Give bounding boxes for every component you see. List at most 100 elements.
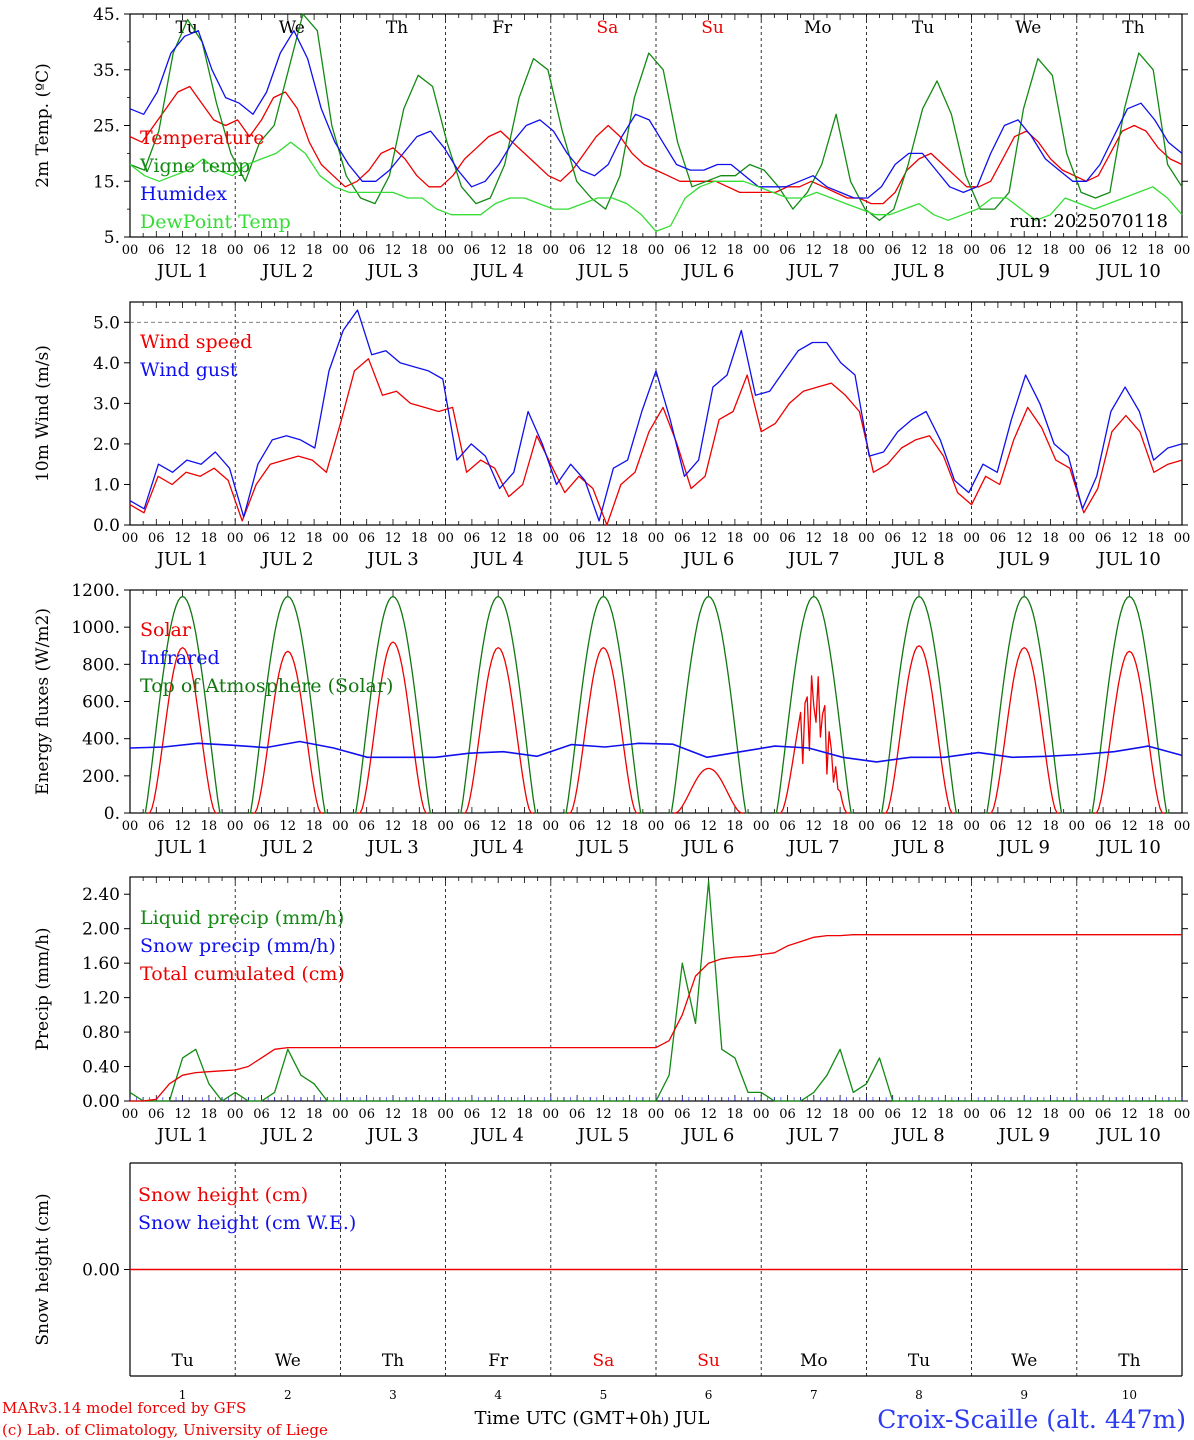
day-number-label: 6 <box>705 1388 713 1402</box>
x-tick-label: 18 <box>1042 819 1059 834</box>
x-tick-label: 18 <box>621 1107 638 1122</box>
day-label: JUL 3 <box>365 549 419 570</box>
x-tick-label: 12 <box>1016 819 1033 834</box>
y-tick-label: 35. <box>93 61 120 81</box>
day-label: JUL 3 <box>365 1125 419 1146</box>
x-tick-label: 06 <box>148 243 165 258</box>
day-number-label: 8 <box>915 1388 923 1402</box>
x-tick-label: 06 <box>569 1107 586 1122</box>
x-tick-label: 12 <box>806 243 823 258</box>
y-tick-label: 2.0 <box>93 435 120 455</box>
x-tick-label: 00 <box>648 531 665 546</box>
solar-curve <box>252 650 323 814</box>
day-number-label: 1 <box>179 1388 187 1402</box>
y-tick-label: 2.40 <box>82 885 120 905</box>
day-label: JUL 1 <box>155 261 209 282</box>
weekday-label: Tu <box>908 1351 930 1371</box>
day-label: JUL 6 <box>681 837 735 858</box>
x-tick-label: 06 <box>990 243 1007 258</box>
legend-entry: Snow height (cm) <box>138 1184 308 1206</box>
x-tick-label: 00 <box>332 243 349 258</box>
x-tick-label: 18 <box>306 819 323 834</box>
day-label: JUL 1 <box>155 837 209 858</box>
x-tick-label: 18 <box>1042 531 1059 546</box>
day-label: JUL 1 <box>155 1125 209 1146</box>
temp-series-line <box>129 30 1183 199</box>
day-label: JUL 7 <box>786 261 840 282</box>
x-tick-label: 00 <box>753 819 770 834</box>
weekday-label: Th <box>382 1351 404 1371</box>
x-tick-label: 12 <box>911 531 928 546</box>
x-tick-label: 00 <box>332 531 349 546</box>
x-tick-label: 00 <box>122 531 139 546</box>
day-label: JUL 8 <box>891 549 945 570</box>
solar-curve <box>883 645 955 814</box>
x-tick-label: 00 <box>122 819 139 834</box>
weekday-label: Sa <box>597 18 619 38</box>
x-tick-label: 06 <box>464 243 481 258</box>
x-tick-label: 12 <box>280 531 297 546</box>
day-label: JUL 8 <box>891 261 945 282</box>
day-number-label: 4 <box>494 1388 502 1402</box>
day-number-label: 7 <box>810 1388 818 1402</box>
day-label: JUL 10 <box>1096 549 1161 570</box>
x-tick-label: 18 <box>516 531 533 546</box>
toa-solar-curve <box>458 595 538 814</box>
solar-curve <box>778 675 849 814</box>
toa-solar-curve <box>564 595 643 814</box>
run-label: run: 2025070118 <box>1010 211 1168 232</box>
x-tick-label: 12 <box>911 819 928 834</box>
x-tick-label: 00 <box>122 243 139 258</box>
x-tick-label: 18 <box>411 819 428 834</box>
x-tick-label: 12 <box>806 819 823 834</box>
day-label: JUL 4 <box>470 837 524 858</box>
x-tick-label: 12 <box>490 1107 507 1122</box>
x-tick-label: 06 <box>569 819 586 834</box>
x-tick-label: 18 <box>516 243 533 258</box>
weekday-label: Th <box>1122 18 1144 38</box>
x-tick-label: 00 <box>543 819 560 834</box>
weekday-label: We <box>275 1351 301 1371</box>
weekday-label: Tu <box>912 18 934 38</box>
weekday-label: Fr <box>488 1351 509 1371</box>
x-tick-label: 00 <box>1069 1107 1086 1122</box>
x-tick-label: 06 <box>990 531 1007 546</box>
toa-solar-curve <box>248 595 328 814</box>
temp-series-line <box>129 85 1183 205</box>
y-tick-label: 0.40 <box>82 1058 120 1078</box>
x-tick-label: 00 <box>332 1107 349 1122</box>
x-tick-label: 06 <box>674 531 691 546</box>
weekday-label: Mo <box>804 18 832 38</box>
x-tick-label: 06 <box>569 531 586 546</box>
y-tick-label: 4.0 <box>93 354 120 374</box>
day-label: JUL 7 <box>786 549 840 570</box>
x-tick-label: 18 <box>1147 243 1164 258</box>
x-tick-label: 06 <box>569 243 586 258</box>
day-number-label: 10 <box>1122 1388 1137 1402</box>
model-credit-line: MARv3.14 model forced by GFS <box>2 1399 246 1417</box>
x-tick-label: 06 <box>358 243 375 258</box>
y-axis-label: 2m Temp. (ºC) <box>33 63 53 188</box>
x-tick-label: 12 <box>280 1107 297 1122</box>
x-tick-label: 00 <box>227 1107 244 1122</box>
temp-series-line <box>129 141 1183 233</box>
day-label: JUL 5 <box>576 837 630 858</box>
x-tick-label: 12 <box>385 531 402 546</box>
x-tick-label: 00 <box>122 1107 139 1122</box>
legend-entry: Wind gust <box>140 359 238 381</box>
day-label: JUL 4 <box>470 549 524 570</box>
legend-entry: Solar <box>140 619 192 641</box>
x-tick-label: 12 <box>595 243 612 258</box>
x-tick-label: 18 <box>516 819 533 834</box>
x-tick-label: 06 <box>1095 1107 1112 1122</box>
y-axis-label: Snow height (cm) <box>33 1193 53 1345</box>
y-tick-label: 0.80 <box>82 1023 120 1043</box>
x-tick-label: 00 <box>963 1107 980 1122</box>
x-tick-label: 06 <box>990 819 1007 834</box>
y-axis-label: Energy fluxes (W/m2) <box>33 608 53 795</box>
x-tick-label: 12 <box>1016 243 1033 258</box>
x-tick-label: 18 <box>306 531 323 546</box>
y-tick-label: 15. <box>93 172 120 192</box>
x-tick-label: 18 <box>411 531 428 546</box>
x-tick-label: 00 <box>858 243 875 258</box>
